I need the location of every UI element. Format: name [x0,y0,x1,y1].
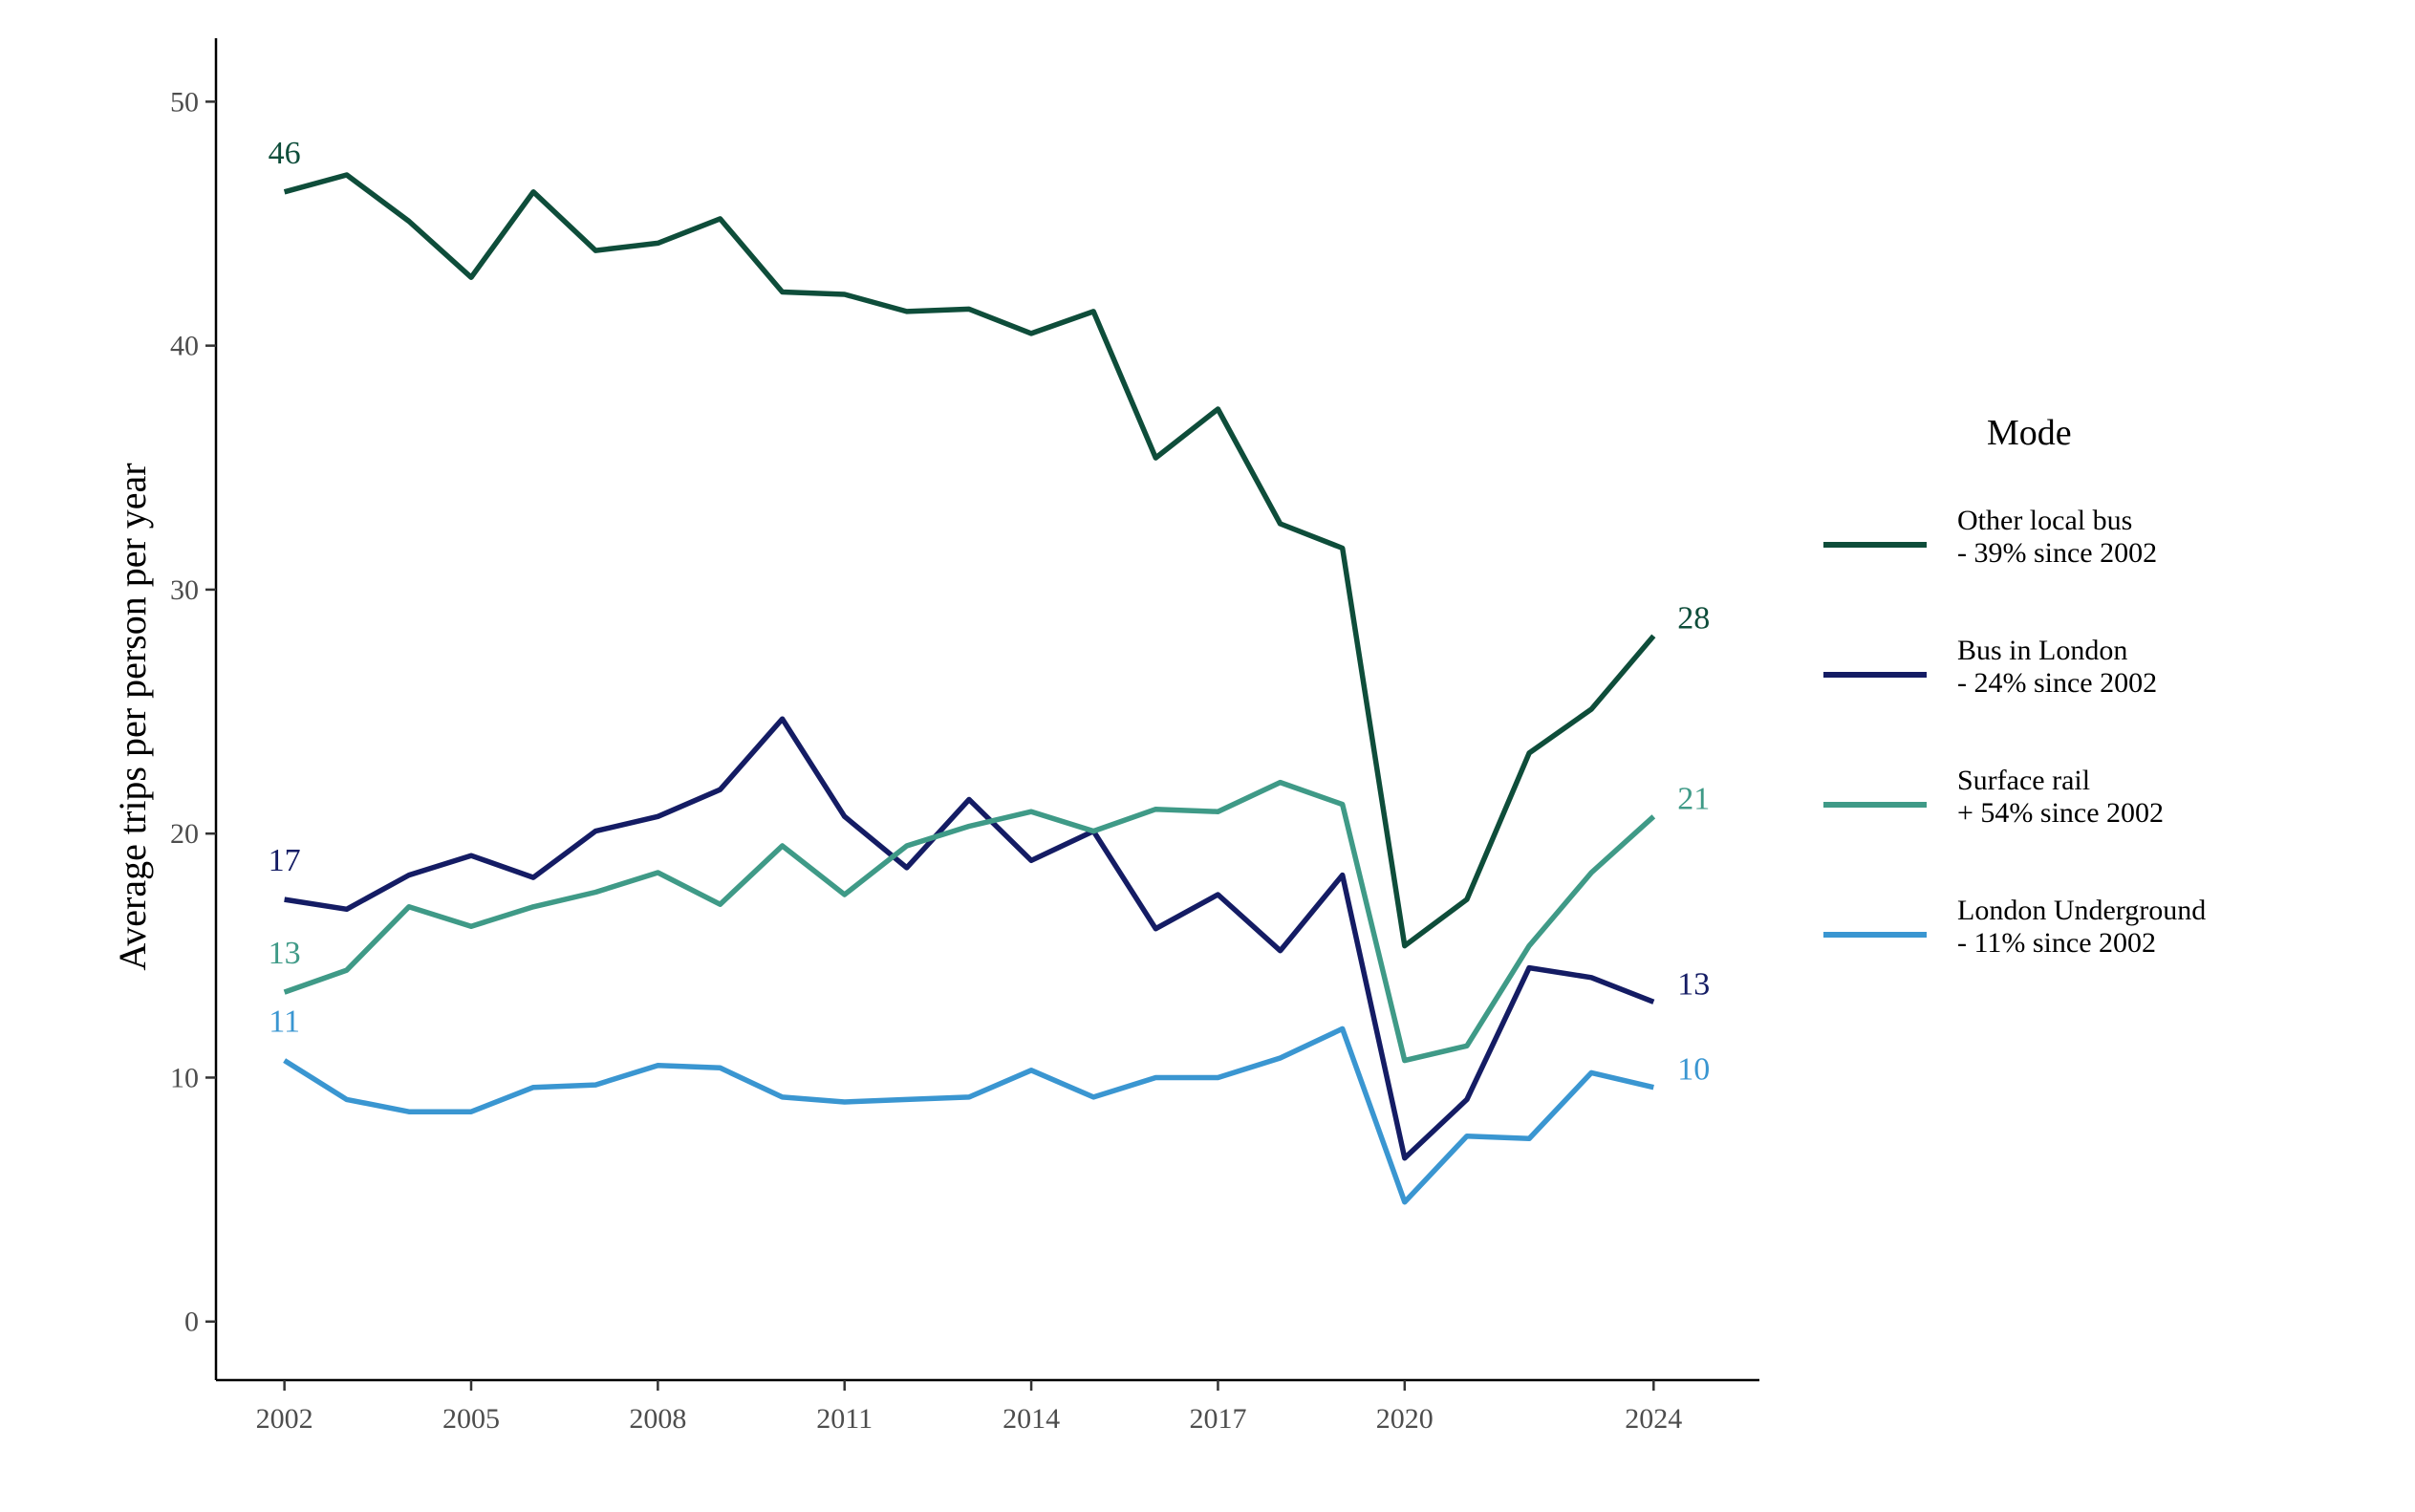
x-tick-label: 2011 [816,1403,873,1435]
x-tick-label: 2008 [629,1403,686,1435]
axes [214,38,1759,1382]
y-tick-label: 30 [170,574,199,606]
start-value-label: 46 [269,136,301,171]
x-tick-label: 2005 [442,1403,500,1435]
series-line-0 [283,172,1656,949]
legend-item: London Underground- 11% since 2002 [1823,895,2206,959]
start-value-label: 11 [269,1004,300,1040]
legend-change: - 39% since 2002 [1957,537,2157,569]
start-value-label: 17 [269,843,301,878]
legend-label: Surface rail [1957,765,2090,796]
end-value-label: 28 [1677,600,1710,636]
series-lines [283,172,1656,1205]
legend-change: - 24% since 2002 [1957,667,2157,699]
legend-label: London Underground [1957,895,2206,926]
legend-change: + 54% since 2002 [1957,797,2164,829]
legend-label: Bus in London [1957,635,2127,666]
legend: Mode Other local bus- 39% since 2002 Bus … [1823,413,2206,959]
y-axis-title: Average trips per person per year [111,463,154,970]
y-tick-label: 40 [170,331,199,362]
legend-label: Other local bus [1957,505,2132,536]
end-value-label: 13 [1677,966,1710,1002]
y-tick-label: 20 [170,818,199,850]
legend-title: Mode [1987,413,2072,453]
x-tick-label: 2002 [256,1403,313,1435]
legend-change: - 11% since 2002 [1957,927,2156,959]
y-tick-label: 0 [184,1307,199,1338]
x-tick-label: 2020 [1376,1403,1434,1435]
end-value-label: 21 [1677,781,1710,816]
series-line-3 [283,1026,1654,1205]
start-value-label: 13 [269,936,301,971]
end-value-labels: 46 28 17 13 13 21 11 10 [269,136,1711,1088]
series-line-1 [284,716,1655,1161]
x-tick-label: 2014 [1003,1403,1060,1435]
x-tick-label: 2017 [1189,1403,1246,1435]
end-value-label: 10 [1677,1052,1710,1088]
series-line-2 [283,779,1656,1064]
y-tick-label: 10 [170,1062,199,1093]
legend-item: Surface rail+ 54% since 2002 [1823,765,2164,829]
legend-item: Other local bus- 39% since 2002 [1823,505,2157,569]
x-tick-label: 2024 [1625,1403,1682,1435]
y-tick-label: 50 [170,86,199,118]
legend-item: Bus in London- 24% since 2002 [1823,635,2157,699]
axis-ticks: 0 10 20 30 40 50 2002 2005 2008 2011 2014 2017 2020 2… [170,86,1682,1435]
